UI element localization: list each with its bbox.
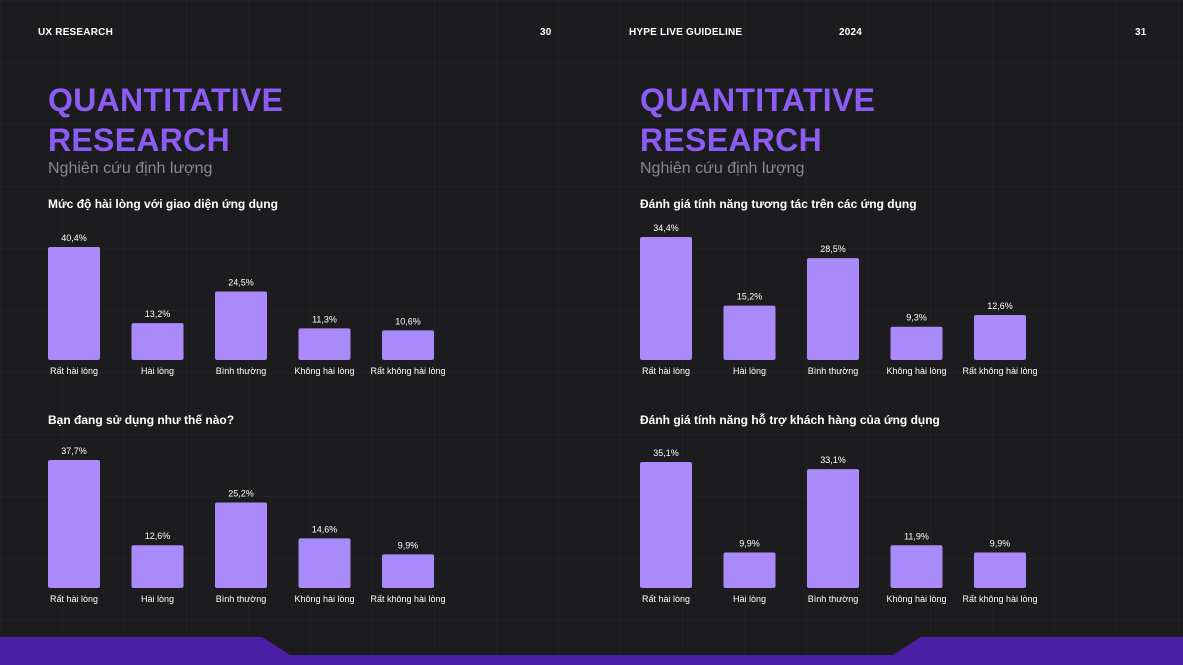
- left-page: UX RESEARCH 30 QUANTITATIVE RESEARCH Ngh…: [0, 0, 591, 665]
- chart-4-bar-5: [974, 552, 1026, 588]
- chart-4-category-label-5: Rất không hài lòng: [962, 594, 1037, 604]
- chart-3-bar-3: [807, 258, 859, 360]
- chart-2-bar-4: [298, 538, 351, 588]
- chart-3-value-label-5: 12,6%: [987, 301, 1013, 311]
- chart-4-title: Đánh giá tính năng hỗ trợ khách hàng của…: [640, 413, 940, 427]
- chart-1-category-label-2: Hài lòng: [141, 366, 174, 376]
- chart-2-bar-1: [48, 460, 100, 588]
- right-page-subtitle: Nghiên cứu định lượng: [640, 160, 805, 177]
- chart-3-bar-5: [974, 314, 1026, 360]
- right-page-title: QUANTITATIVE RESEARCH: [640, 80, 875, 160]
- chart-1-value-label-2: 13,2%: [145, 309, 171, 319]
- left-page-subtitle: Nghiên cứu định lượng: [48, 160, 213, 177]
- chart-4-bar-3: [807, 469, 859, 588]
- chart-2-category-label-3: Bình thường: [216, 594, 266, 604]
- chart-1-category-label-1: Rất hài lòng: [50, 366, 98, 376]
- chart-3-value-label-4: 9,3%: [906, 313, 927, 323]
- chart-1-svg: 40,4% Rất hài lòng 13,2% Hài lòng 24,5% Bình …: [48, 233, 446, 376]
- right-header-year: 2024: [839, 27, 863, 38]
- left-page-title: QUANTITATIVE RESEARCH: [48, 80, 283, 160]
- chart-2-value-label-4: 14,6%: [312, 524, 338, 534]
- chart-4-bar-2: [723, 552, 776, 588]
- chart-2-svg: 37,7% Rất hài lòng 12,6% Hài lòng 25,2% Bình …: [48, 446, 446, 604]
- chart-2-category-label-1: Rất hài lòng: [50, 594, 98, 604]
- chart-3-category-label-2: Hài lòng: [733, 366, 766, 376]
- left-header-label: UX RESEARCH: [38, 27, 113, 38]
- chart-1-bar-2: [131, 323, 184, 360]
- chart-4-category-label-4: Không hài lòng: [886, 594, 946, 604]
- chart-1-title: Mức độ hài lòng với giao diện ứng dụng: [48, 197, 278, 211]
- chart-4: 35,1% Rất hài lòng 9,9% Hài lòng 33,1% Bình t…: [632, 440, 1052, 620]
- chart-3-category-label-5: Rất không hài lòng: [962, 366, 1037, 376]
- chart-1-bar-3: [215, 291, 267, 360]
- chart-1-category-label-4: Không hài lòng: [294, 366, 354, 376]
- right-page: HYPE LIVE GUIDELINE 2024 31 QUANTITATIVE…: [592, 0, 1183, 665]
- chart-1-category-label-3: Bình thường: [216, 366, 266, 376]
- chart-3-bar-1: [640, 237, 692, 360]
- chart-1-value-label-3: 24,5%: [228, 277, 254, 287]
- chart-2-value-label-5: 9,9%: [398, 540, 419, 550]
- chart-1-value-label-1: 40,4%: [61, 233, 87, 243]
- chart-1: 40,4% Rất hài lòng 13,2% Hài lòng 24,5% Bình …: [40, 225, 460, 405]
- chart-1-value-label-5: 10,6%: [395, 316, 421, 326]
- chart-3-value-label-3: 28,5%: [820, 244, 846, 254]
- chart-2-value-label-1: 37,7%: [61, 446, 87, 456]
- chart-4-value-label-5: 9,9%: [990, 538, 1011, 548]
- right-title-line1: QUANTITATIVE: [640, 82, 876, 118]
- chart-4-category-label-2: Hài lòng: [733, 594, 766, 604]
- chart-2-bar-5: [382, 554, 434, 588]
- chart-3-bar-4: [890, 326, 943, 360]
- right-header-label: HYPE LIVE GUIDELINE: [629, 27, 743, 38]
- chart-3-value-label-1: 34,4%: [653, 223, 679, 233]
- chart-2-value-label-3: 25,2%: [228, 488, 254, 498]
- chart-2-value-label-2: 12,6%: [145, 531, 171, 541]
- chart-2-bar-2: [131, 545, 184, 588]
- bottom-decorative-band: [0, 637, 1183, 665]
- chart-1-category-label-5: Rất không hài lòng: [370, 366, 445, 376]
- chart-3-category-label-3: Bình thường: [808, 366, 858, 376]
- chart-4-value-label-4: 11,9%: [904, 531, 929, 541]
- chart-2-bar-3: [215, 502, 267, 588]
- chart-4-bar-1: [640, 462, 692, 588]
- chart-2-category-label-2: Hài lòng: [141, 594, 174, 604]
- chart-4-category-label-1: Rất hài lòng: [642, 594, 690, 604]
- chart-1-bar-4: [298, 328, 351, 360]
- chart-2-category-label-4: Không hài lòng: [294, 594, 354, 604]
- chart-2: 37,7% Rất hài lòng 12,6% Hài lòng 25,2% Bình …: [40, 438, 460, 618]
- chart-4-value-label-3: 33,1%: [820, 455, 846, 465]
- chart-4-svg: 35,1% Rất hài lòng 9,9% Hài lòng 33,1% Bình t…: [640, 448, 1038, 604]
- chart-3-bar-2: [723, 305, 776, 360]
- chart-3-title: Đánh giá tính năng tương tác trên các ứn…: [640, 197, 917, 211]
- chart-3-value-label-2: 15,2%: [737, 292, 763, 302]
- chart-3-category-label-1: Rất hài lòng: [642, 366, 690, 376]
- chart-1-bar-1: [48, 247, 100, 360]
- chart-4-value-label-1: 35,1%: [653, 448, 679, 458]
- chart-3-category-label-4: Không hài lòng: [886, 366, 946, 376]
- chart-1-bar-5: [382, 330, 434, 360]
- chart-1-value-label-4: 11,3%: [312, 314, 337, 324]
- chart-2-category-label-5: Rất không hài lòng: [370, 594, 445, 604]
- right-page-number: 31: [1135, 27, 1147, 38]
- chart-4-bar-4: [890, 545, 943, 588]
- chart-4-category-label-3: Bình thường: [808, 594, 858, 604]
- left-title-line1: QUANTITATIVE: [48, 82, 284, 118]
- chart-2-title: Bạn đang sử dụng như thế nào?: [48, 413, 235, 427]
- right-title-line2: RESEARCH: [640, 122, 822, 158]
- chart-3-svg: 34,4% Rất hài lòng 15,2% Hài lòng 28,5% Bình …: [640, 223, 1038, 376]
- chart-4-value-label-2: 9,9%: [739, 538, 760, 548]
- chart-3: 34,4% Rất hài lòng 15,2% Hài lòng 28,5% Bình …: [632, 215, 1052, 395]
- left-page-number: 30: [540, 27, 552, 38]
- left-title-line2: RESEARCH: [48, 122, 230, 158]
